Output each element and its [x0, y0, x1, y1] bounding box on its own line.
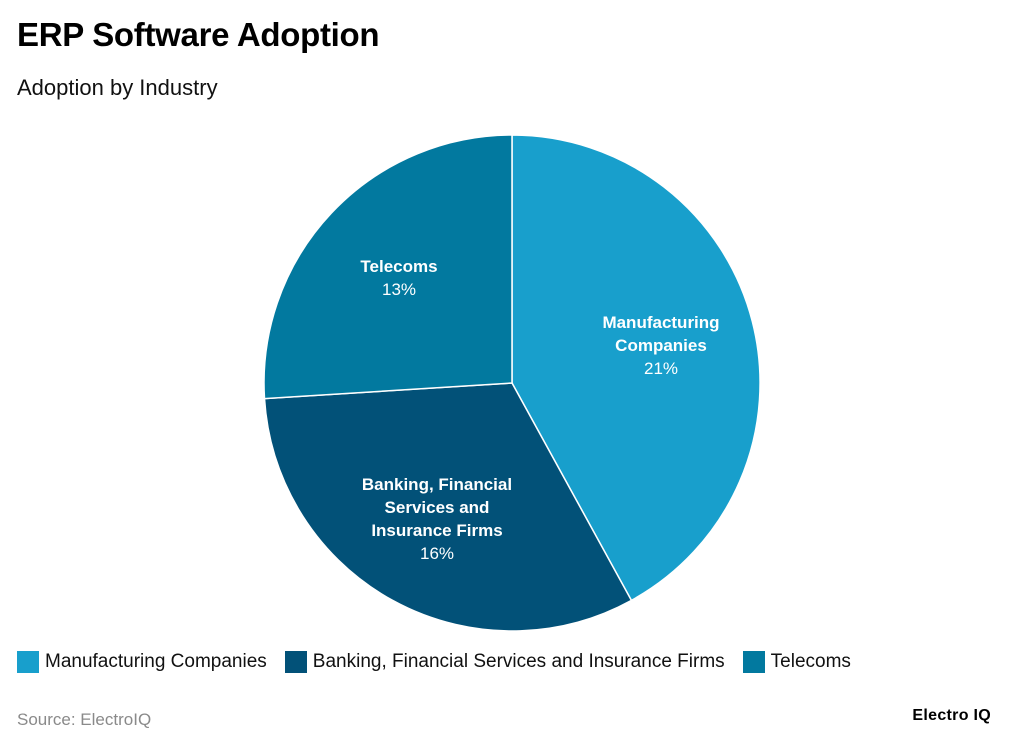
pie-slice-telecoms[interactable]: [263, 134, 513, 400]
slice-label-banking-line1: Banking, Financial: [362, 475, 512, 494]
legend-swatch-icon: [284, 651, 307, 673]
legend-swatch-icon: [17, 651, 39, 673]
slice-label-manufacturing-line2: Companies: [615, 336, 707, 355]
legend-label: Manufacturing Companies: [45, 651, 267, 672]
slice-value-banking: 16%: [420, 544, 454, 563]
brand-logo: Electro IQ: [912, 707, 991, 724]
slice-label-banking-line3: Insurance Firms: [371, 521, 502, 540]
chart-title: ERP Software Adoption: [17, 16, 380, 53]
pie-slice-manufacturing[interactable]: [511, 134, 761, 602]
legend-label: Banking, Financial Services and Insuranc…: [312, 651, 725, 672]
slice-value-telecoms: 13%: [382, 280, 416, 299]
slice-label-telecoms: Telecoms: [360, 257, 437, 276]
chart-legend: Manufacturing Companies Banking, Financi…: [17, 651, 869, 673]
legend-swatch-icon: [742, 651, 765, 673]
pie-slice-banking[interactable]: [263, 382, 633, 632]
slice-value-manufacturing: 21%: [644, 359, 678, 378]
legend-item-telecoms[interactable]: Telecoms: [742, 651, 851, 673]
slice-label-manufacturing-line1: Manufacturing: [602, 313, 719, 332]
legend-item-banking[interactable]: Banking, Financial Services and Insuranc…: [284, 651, 725, 673]
source-note: Source: ElectroIQ: [17, 710, 152, 729]
slice-label-banking-line2: Services and: [385, 498, 490, 517]
legend-label: Telecoms: [770, 651, 851, 672]
legend-item-manufacturing[interactable]: Manufacturing Companies: [17, 651, 267, 673]
chart-subtitle: Adoption by Industry: [17, 75, 218, 100]
